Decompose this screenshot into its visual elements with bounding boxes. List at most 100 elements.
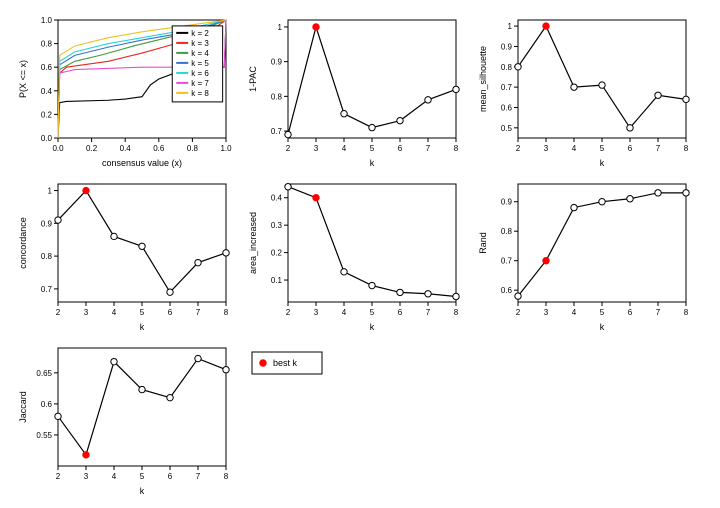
svg-text:0.3: 0.3 <box>271 221 283 230</box>
data-point <box>55 217 61 223</box>
legend-item-label: k = 5 <box>191 59 209 68</box>
svg-text:0.9: 0.9 <box>501 198 513 207</box>
data-point <box>397 117 403 123</box>
data-point <box>627 125 633 131</box>
chart-svg: 0.00.20.40.60.81.00.00.20.40.60.81.0cons… <box>10 10 236 170</box>
y-axis-label: P(X <= x) <box>18 60 28 98</box>
best-k-point <box>543 258 549 264</box>
data-point <box>285 131 291 137</box>
svg-text:5: 5 <box>140 308 145 317</box>
svg-text:0.0: 0.0 <box>41 134 53 143</box>
data-point <box>515 64 521 70</box>
svg-text:6: 6 <box>168 308 173 317</box>
panel: 23456780.550.60.65kJaccard <box>10 338 236 498</box>
data-point <box>223 367 229 373</box>
data-point <box>627 196 633 202</box>
data-point <box>195 355 201 361</box>
panel <box>470 338 696 498</box>
data-point <box>683 96 689 102</box>
y-axis-label: area_increased <box>248 212 258 274</box>
svg-text:7: 7 <box>656 144 661 153</box>
chart-svg: 23456780.70.80.91kconcordance <box>10 174 236 334</box>
svg-text:5: 5 <box>370 308 375 317</box>
y-axis-label: Jaccard <box>18 391 28 423</box>
svg-text:0.8: 0.8 <box>271 92 283 101</box>
x-axis-label: k <box>370 322 375 332</box>
x-axis-label: k <box>600 322 605 332</box>
svg-text:0.9: 0.9 <box>271 58 283 67</box>
svg-text:4: 4 <box>342 308 347 317</box>
data-point <box>341 269 347 275</box>
svg-text:5: 5 <box>600 308 605 317</box>
svg-text:1.0: 1.0 <box>220 144 232 153</box>
series-line <box>288 187 456 297</box>
svg-text:7: 7 <box>426 144 431 153</box>
svg-text:0.7: 0.7 <box>41 285 53 294</box>
series-line <box>288 27 456 135</box>
data-point <box>55 413 61 419</box>
x-axis-label: k <box>140 486 145 496</box>
svg-text:0.55: 0.55 <box>36 431 52 440</box>
svg-text:4: 4 <box>112 308 117 317</box>
panel: 23456780.70.80.91k1-PAC <box>240 10 466 170</box>
chart-svg: 23456780.70.80.91k1-PAC <box>240 10 466 170</box>
data-point <box>285 184 291 190</box>
svg-text:2: 2 <box>56 472 61 481</box>
svg-text:0.7: 0.7 <box>271 127 283 136</box>
svg-text:0.2: 0.2 <box>86 144 98 153</box>
svg-text:8: 8 <box>684 144 689 153</box>
svg-text:0.1: 0.1 <box>271 276 283 285</box>
panel: 0.00.20.40.60.81.00.00.20.40.60.81.0cons… <box>10 10 236 170</box>
svg-text:0.8: 0.8 <box>41 252 53 261</box>
svg-text:0.7: 0.7 <box>501 257 513 266</box>
data-point <box>571 204 577 210</box>
data-point <box>167 289 173 295</box>
svg-text:3: 3 <box>84 308 89 317</box>
svg-text:0.9: 0.9 <box>501 42 513 51</box>
svg-text:6: 6 <box>398 144 403 153</box>
data-point <box>397 289 403 295</box>
legend-item-label: k = 3 <box>191 39 209 48</box>
data-point <box>139 243 145 249</box>
svg-text:2: 2 <box>286 144 291 153</box>
svg-text:0.0: 0.0 <box>52 144 64 153</box>
data-point <box>655 92 661 98</box>
svg-text:0.6: 0.6 <box>153 144 165 153</box>
svg-text:3: 3 <box>544 144 549 153</box>
svg-text:2: 2 <box>516 144 521 153</box>
svg-text:0.6: 0.6 <box>501 103 513 112</box>
chart-svg: 23456780.10.20.30.4karea_increased <box>240 174 466 334</box>
chart-svg: 23456780.550.60.65kJaccard <box>10 338 236 498</box>
svg-text:8: 8 <box>224 472 229 481</box>
svg-text:0.2: 0.2 <box>271 249 283 258</box>
svg-text:0.7: 0.7 <box>501 83 513 92</box>
svg-text:7: 7 <box>656 308 661 317</box>
data-point <box>453 293 459 299</box>
x-axis-label: k <box>600 158 605 168</box>
legend-item-label: k = 8 <box>191 89 209 98</box>
svg-text:0.6: 0.6 <box>501 286 513 295</box>
svg-text:3: 3 <box>314 308 319 317</box>
x-axis-label: k <box>370 158 375 168</box>
data-point <box>599 82 605 88</box>
series-line <box>58 191 226 293</box>
svg-text:0.2: 0.2 <box>41 110 53 119</box>
data-point <box>195 259 201 265</box>
svg-text:3: 3 <box>314 144 319 153</box>
panel: 23456780.70.80.91kconcordance <box>10 174 236 334</box>
y-axis-label: 1-PAC <box>248 66 258 92</box>
chart-svg: best k <box>240 338 466 498</box>
legend-item-label: k = 7 <box>191 79 209 88</box>
legend-item-label: k = 2 <box>191 29 209 38</box>
svg-text:8: 8 <box>224 308 229 317</box>
data-point <box>425 97 431 103</box>
chart-svg: 23456780.50.60.70.80.91kmean_silhouette <box>470 10 696 170</box>
legend-item-label: k = 6 <box>191 69 209 78</box>
panel: best k <box>240 338 466 498</box>
y-axis-label: mean_silhouette <box>478 46 488 112</box>
chart-svg: 23456780.60.70.80.9kRand <box>470 174 696 334</box>
data-point <box>341 111 347 117</box>
data-point <box>655 190 661 196</box>
svg-text:2: 2 <box>516 308 521 317</box>
svg-text:5: 5 <box>370 144 375 153</box>
